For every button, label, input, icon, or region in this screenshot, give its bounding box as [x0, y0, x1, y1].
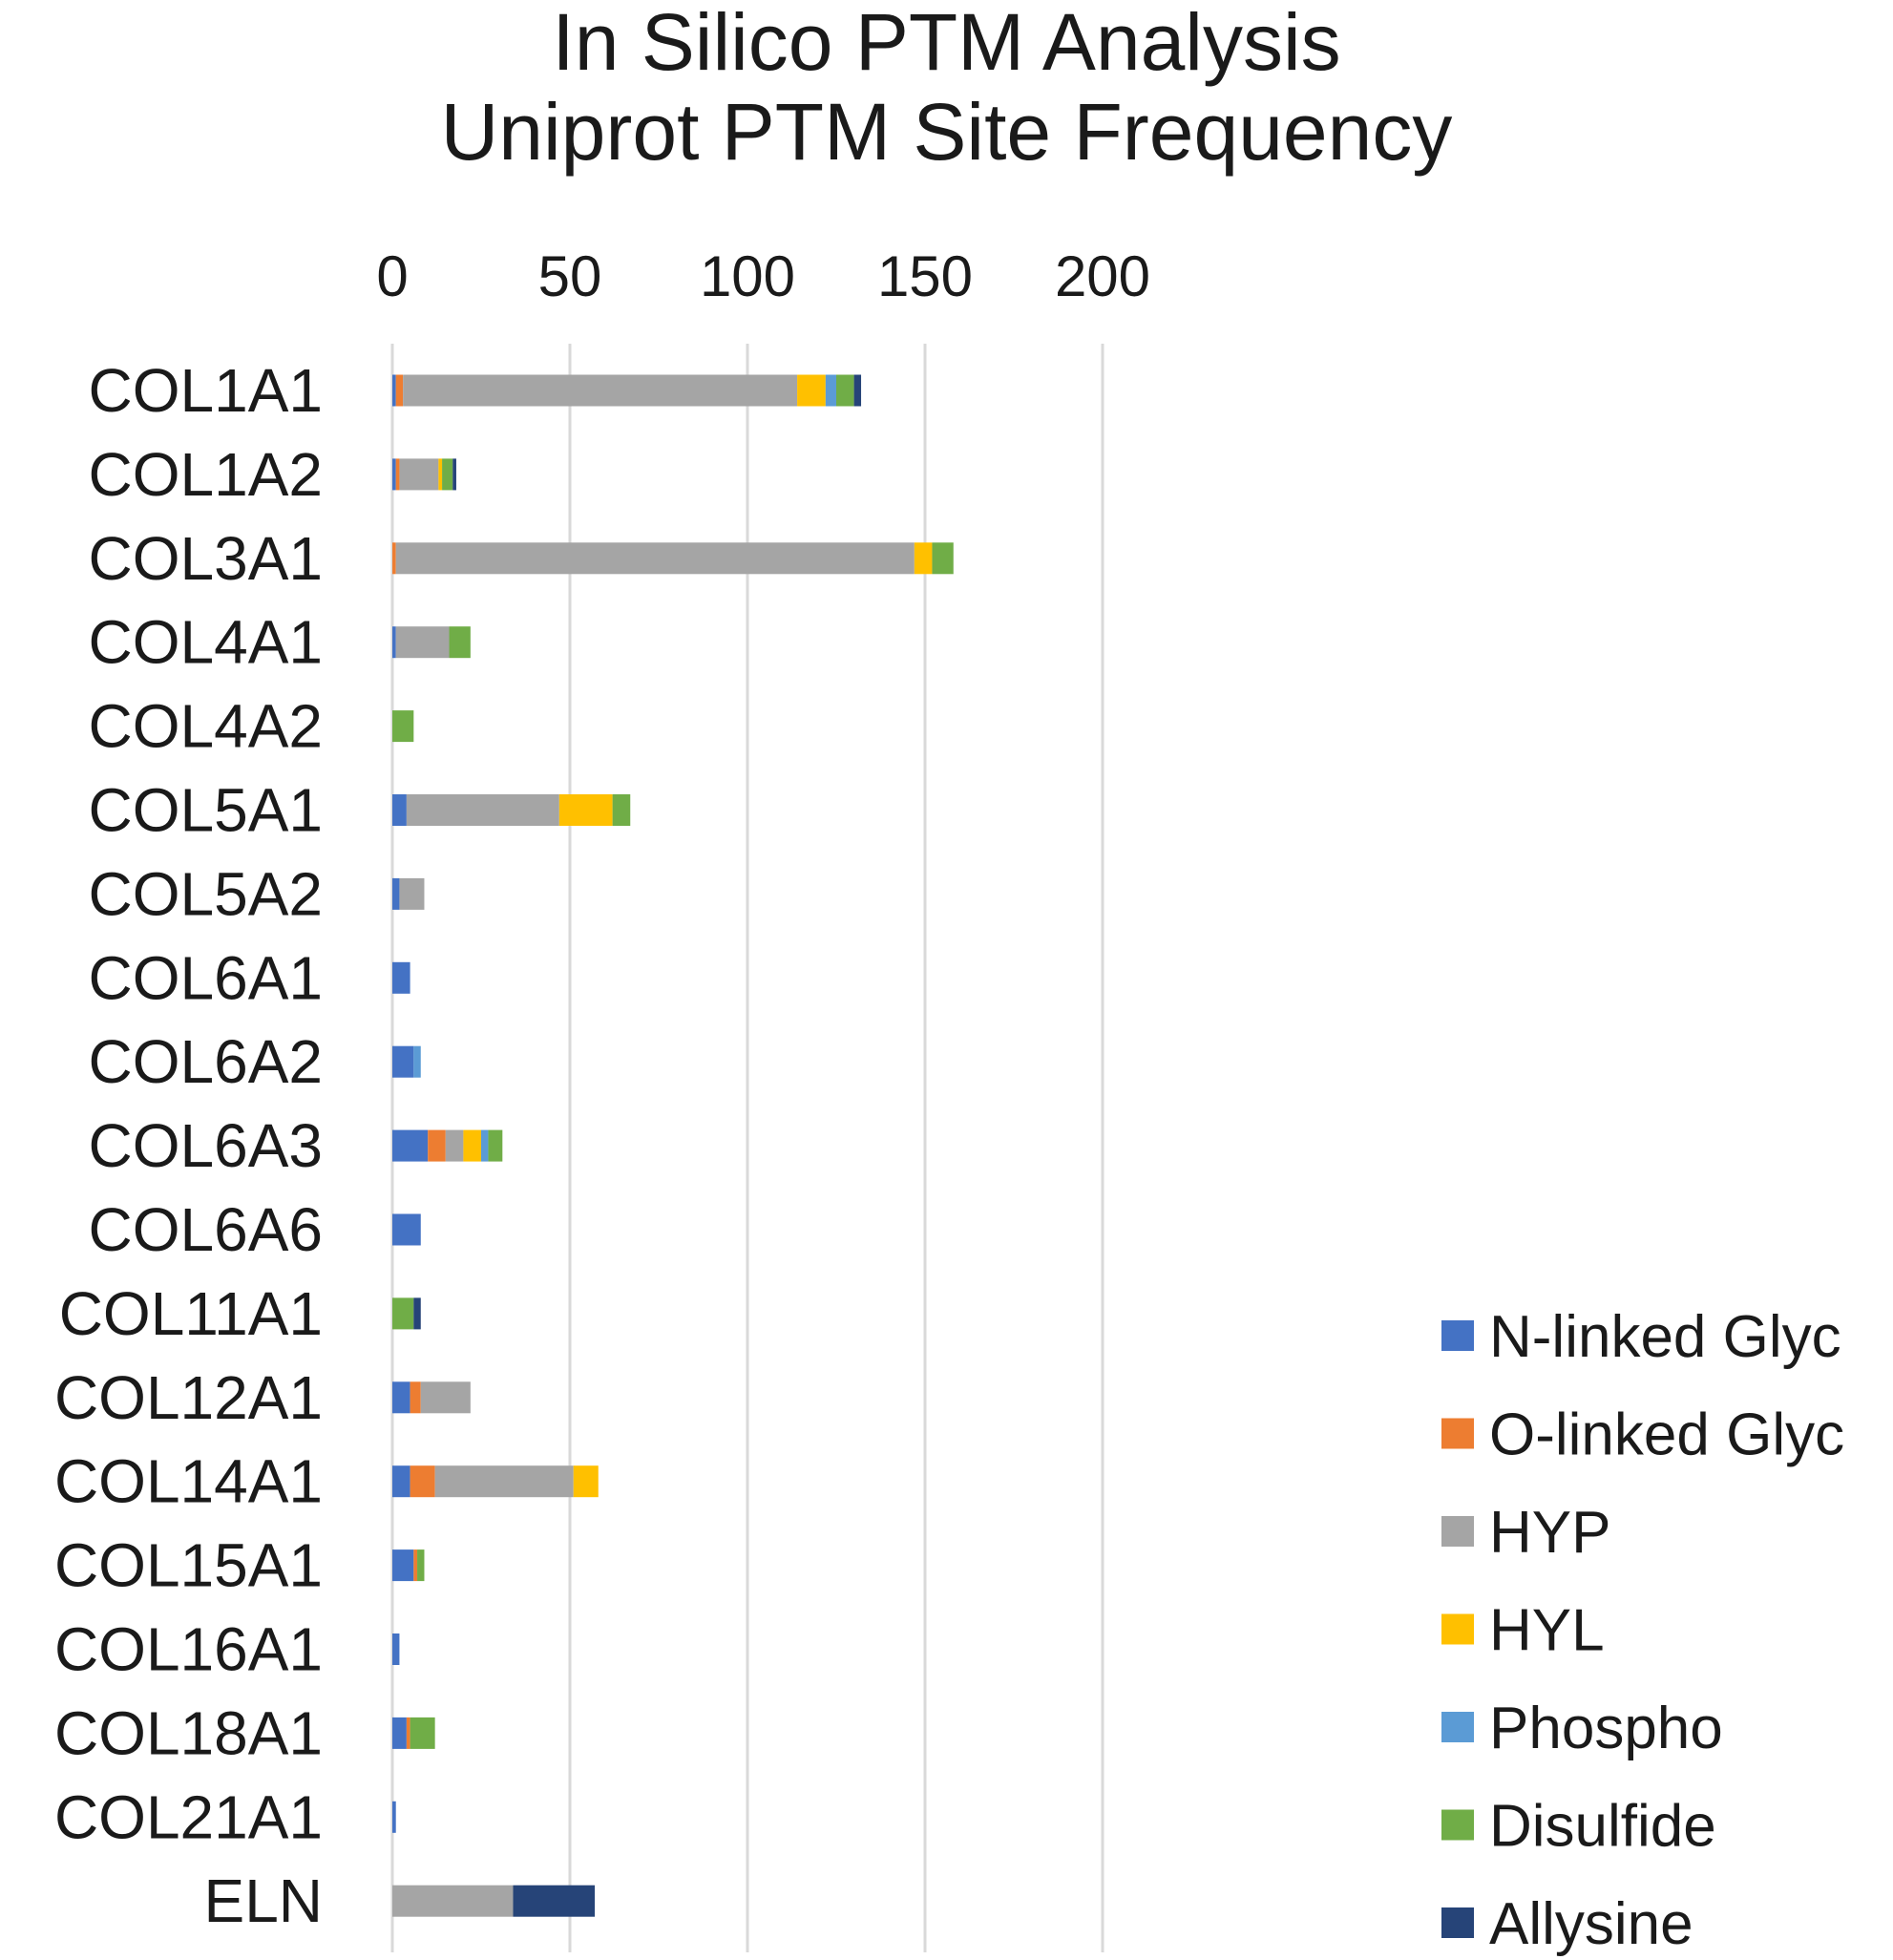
bar-COL6A3-hyp: [445, 1129, 464, 1162]
y-tick-label-ELN: ELN: [204, 1866, 324, 1935]
bar-COL14A1-hyl: [573, 1465, 599, 1498]
legend-swatch-disulfide: [1441, 1809, 1474, 1841]
bar-ELN-hyp: [392, 1885, 514, 1917]
bar-COL1A1-hyp: [403, 374, 798, 407]
bar-COL4A1-n-linked-glyc: [392, 626, 396, 659]
bar-COL1A2-hyl: [438, 458, 443, 491]
y-tick-label-COL6A6: COL6A6: [89, 1195, 323, 1264]
x-tick-label-50: 50: [538, 244, 602, 308]
legend-swatch-allysine: [1441, 1907, 1474, 1938]
bar-COL5A2-hyp: [399, 877, 425, 910]
bar-COL3A1-disulfide: [932, 542, 954, 575]
y-tick-label-COL14A1: COL14A1: [54, 1447, 323, 1516]
bar-COL1A1-o-linked-glyc: [395, 374, 404, 407]
bar-COL6A3-hyl: [463, 1129, 481, 1162]
bar-COL15A1-disulfide: [417, 1549, 425, 1582]
bar-COL11A1-allysine: [413, 1297, 421, 1330]
chart-subtitle: Uniprot PTM Site Frequency: [440, 87, 1453, 177]
y-tick-label-COL1A1: COL1A1: [89, 356, 323, 425]
bar-COL1A1-hyl: [797, 374, 826, 407]
legend-swatch-o-linked-glyc: [1441, 1418, 1474, 1449]
chart-title: In Silico PTM Analysis: [552, 0, 1341, 87]
y-tick-label-COL6A2: COL6A2: [89, 1027, 323, 1096]
bar-COL1A1-disulfide: [836, 374, 854, 407]
bar-COL12A1-hyp: [420, 1381, 471, 1414]
bar-COL1A2-disulfide: [442, 458, 453, 491]
y-tick-label-COL5A1: COL5A1: [89, 776, 323, 845]
bar-COL6A3-n-linked-glyc: [392, 1129, 429, 1162]
bar-COL1A2-n-linked-glyc: [392, 458, 396, 491]
bar-COL21A1-n-linked-glyc: [392, 1801, 396, 1833]
y-tick-label-COL4A2: COL4A2: [89, 692, 323, 761]
y-tick-label-COL21A1: COL21A1: [54, 1782, 323, 1851]
legend-label-o-linked-glyc: O-linked Glyc: [1489, 1402, 1844, 1468]
bar-COL1A2-allysine: [452, 458, 456, 491]
bar-COL14A1-hyp: [434, 1465, 574, 1498]
y-tick-label-COL12A1: COL12A1: [54, 1363, 323, 1432]
bar-COL4A1-hyp: [395, 626, 450, 659]
legend-swatch-hyp: [1441, 1516, 1474, 1547]
bar-COL12A1-o-linked-glyc: [410, 1381, 421, 1414]
bar-COL1A1-n-linked-glyc: [392, 374, 396, 407]
bar-COL6A3-disulfide: [488, 1129, 503, 1162]
y-tick-label-COL4A1: COL4A1: [89, 608, 323, 677]
legend-label-hyl: HYL: [1489, 1598, 1605, 1664]
bar-COL4A2-disulfide: [392, 710, 414, 743]
bar-COL3A1-hyp: [395, 542, 915, 575]
bar-COL6A6-n-linked-glyc: [392, 1213, 421, 1246]
y-tick-label-COL5A2: COL5A2: [89, 859, 323, 928]
y-tick-label-COL11A1: COL11A1: [59, 1279, 323, 1348]
bar-COL18A1-o-linked-glyc: [406, 1717, 410, 1749]
y-tick-label-COL18A1: COL18A1: [54, 1698, 323, 1767]
legend-label-allysine: Allysine: [1489, 1891, 1693, 1957]
y-tick-label-COL16A1: COL16A1: [54, 1615, 323, 1684]
bar-COL4A1-disulfide: [449, 626, 471, 659]
bar-COL16A1-n-linked-glyc: [392, 1633, 400, 1665]
bar-COL15A1-o-linked-glyc: [413, 1549, 418, 1582]
bar-COL12A1-n-linked-glyc: [392, 1381, 410, 1414]
y-tick-label-COL1A2: COL1A2: [89, 440, 323, 509]
bar-COL5A1-n-linked-glyc: [392, 794, 407, 826]
bar-COL5A2-n-linked-glyc: [392, 877, 400, 910]
bar-COL6A3-phospho: [481, 1129, 489, 1162]
bar-ELN-allysine: [513, 1885, 596, 1917]
bar-COL11A1-disulfide: [392, 1297, 414, 1330]
bar-COL5A1-disulfide: [612, 794, 631, 826]
x-tick-label-100: 100: [700, 244, 795, 308]
legend-label-phospho: Phospho: [1489, 1696, 1723, 1761]
bar-COL18A1-n-linked-glyc: [392, 1717, 407, 1749]
bar-COL6A2-n-linked-glyc: [392, 1045, 414, 1078]
legend-label-hyp: HYP: [1489, 1500, 1610, 1566]
y-tick-label-COL6A3: COL6A3: [89, 1111, 323, 1180]
x-tick-label-150: 150: [877, 244, 973, 308]
bar-COL6A2-phospho: [413, 1045, 421, 1078]
bar-COL14A1-n-linked-glyc: [392, 1465, 410, 1498]
bar-COL3A1-o-linked-glyc: [392, 542, 396, 575]
bar-COL3A1-hyl: [914, 542, 933, 575]
legend-label-disulfide: Disulfide: [1489, 1794, 1716, 1860]
bar-COL1A1-allysine: [853, 374, 862, 407]
bar-COL6A1-n-linked-glyc: [392, 961, 410, 994]
bar-COL5A1-hyl: [558, 794, 613, 826]
bar-COL6A3-o-linked-glyc: [428, 1129, 446, 1162]
y-tick-label-COL3A1: COL3A1: [89, 524, 323, 593]
x-tick-label-200: 200: [1055, 244, 1150, 308]
bar-COL5A1-hyp: [406, 794, 559, 826]
legend-swatch-hyl: [1441, 1613, 1474, 1645]
bar-COL1A2-hyp: [399, 458, 439, 491]
legend-swatch-phospho: [1441, 1712, 1474, 1742]
bar-COL15A1-n-linked-glyc: [392, 1549, 414, 1582]
x-tick-label-0: 0: [376, 244, 408, 308]
bar-COL14A1-o-linked-glyc: [410, 1465, 435, 1498]
bar-COL1A2-o-linked-glyc: [395, 458, 400, 491]
bar-COL1A1-phospho: [825, 374, 836, 407]
bar-COL18A1-disulfide: [410, 1717, 435, 1749]
legend-label-n-linked-glyc: N-linked Glyc: [1489, 1304, 1841, 1370]
y-tick-label-COL6A1: COL6A1: [89, 943, 323, 1012]
legend-swatch-n-linked-glyc: [1441, 1320, 1474, 1351]
y-tick-label-COL15A1: COL15A1: [54, 1531, 323, 1600]
